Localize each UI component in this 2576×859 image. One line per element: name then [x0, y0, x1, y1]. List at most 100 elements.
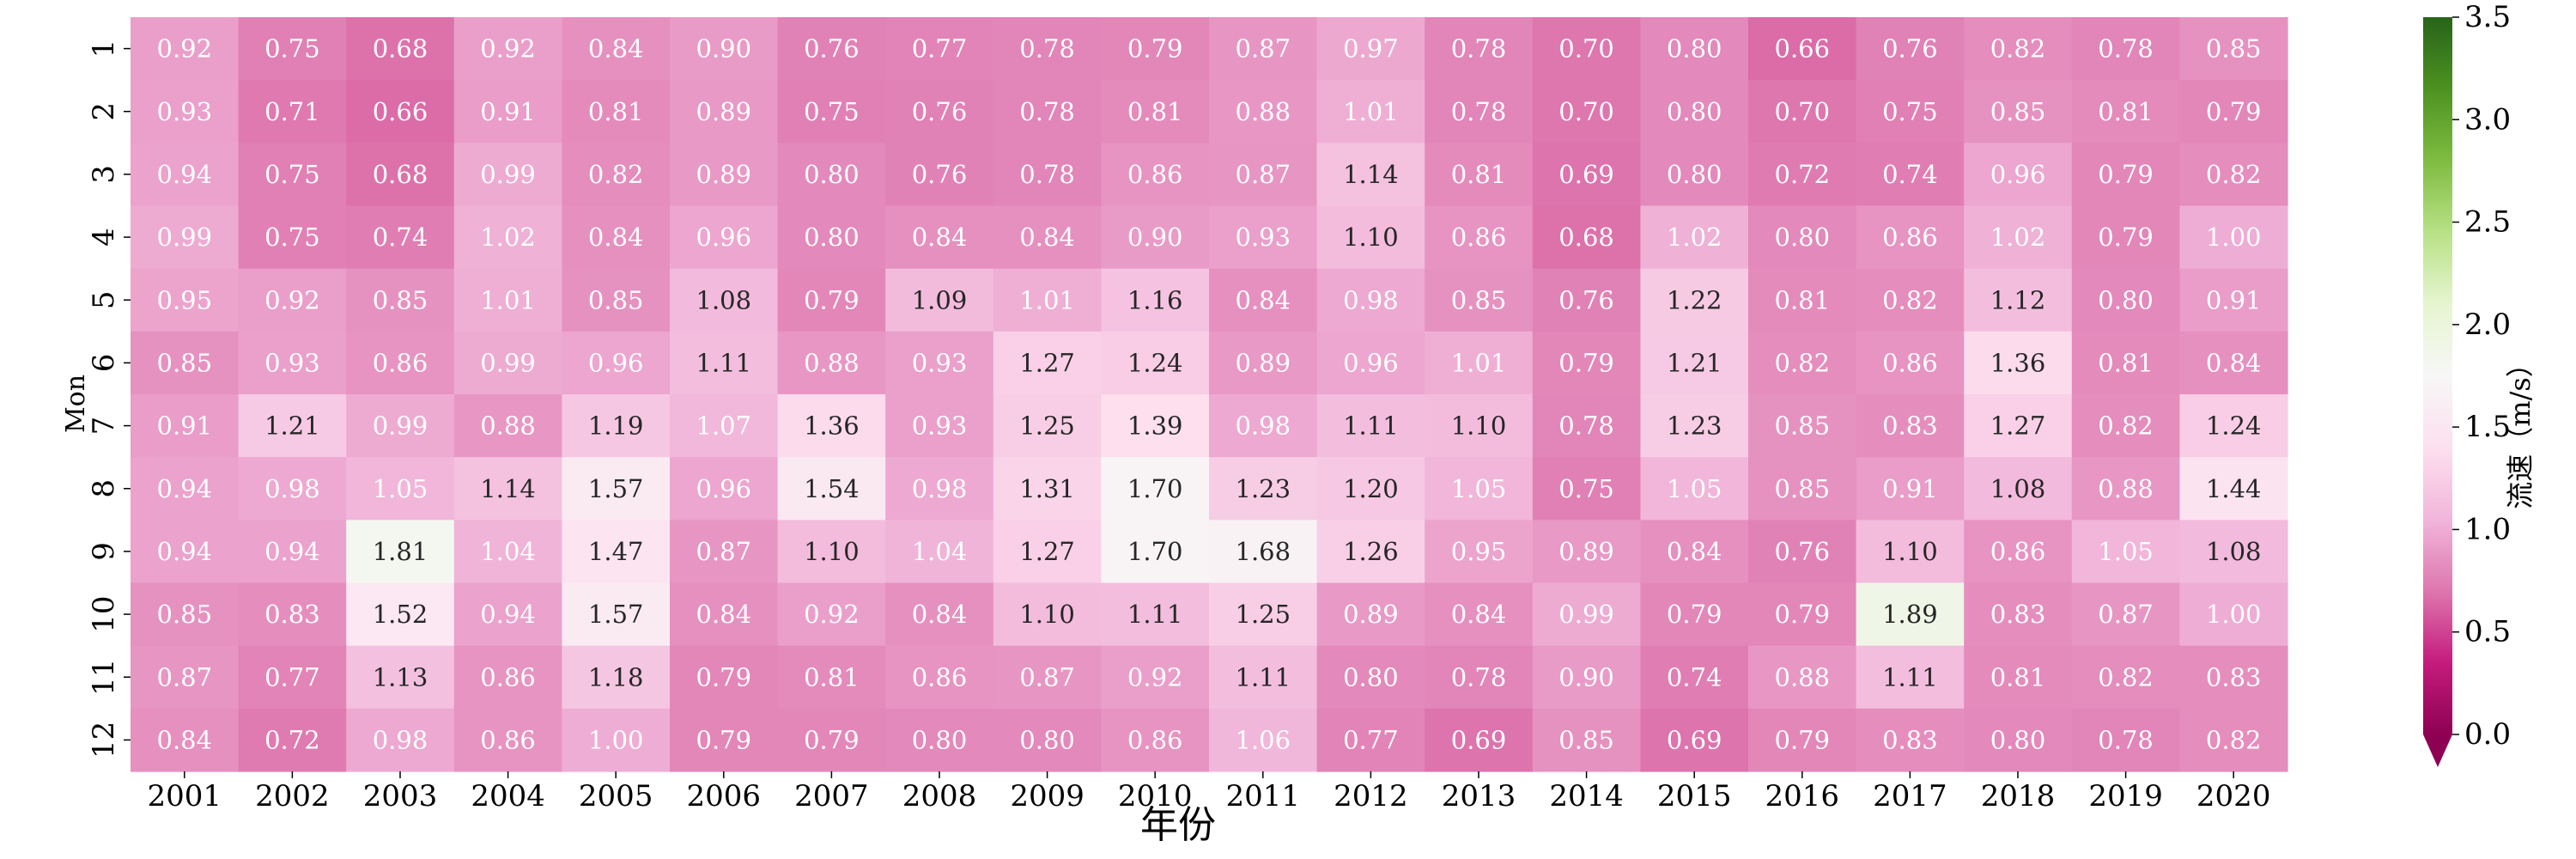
heatmap-cell-value: 0.86	[1882, 222, 1938, 252]
heatmap-cell-value: 1.81	[373, 537, 428, 566]
heatmap-cell	[1209, 143, 1318, 207]
heatmap-cell	[2071, 582, 2180, 647]
heatmap-cell	[1425, 394, 1534, 458]
heatmap-cell-value: 0.85	[1558, 725, 1614, 754]
heatmap-cell-value: 0.78	[1019, 97, 1075, 126]
heatmap-cell-value: 0.86	[1127, 160, 1183, 189]
heatmap-cell	[1748, 331, 1857, 395]
heatmap-cell	[1316, 457, 1425, 521]
colorbar-extend-min	[2423, 734, 2452, 767]
heatmap-cell-value: 0.82	[2098, 662, 2154, 691]
y-tick-label: 5	[87, 290, 121, 309]
heatmap-cell-value: 0.94	[480, 600, 536, 629]
heatmap-cell	[1425, 708, 1534, 772]
colorbar-tick-label: 0.0	[2464, 717, 2511, 752]
heatmap-cell	[2179, 80, 2288, 143]
heatmap-cell-value: 0.93	[912, 411, 968, 441]
heatmap-cell-value: 0.90	[696, 34, 752, 64]
x-tick-label: 2016	[1765, 779, 1840, 813]
y-tick-label: 7	[87, 417, 121, 436]
heatmap-cell-value: 1.00	[2206, 222, 2262, 252]
heatmap-cell-value: 1.06	[1236, 725, 1291, 754]
x-tick-label: 2010	[1118, 779, 1193, 813]
colorbar-tick-label: 1.0	[2464, 512, 2511, 546]
heatmap-cell	[2179, 645, 2288, 710]
heatmap-cell-value: 0.92	[264, 285, 320, 314]
heatmap-cell-value: 0.79	[804, 285, 860, 314]
heatmap-cell	[238, 268, 347, 332]
heatmap-cell-value: 0.85	[157, 600, 213, 629]
heatmap-cell	[2071, 645, 2180, 710]
heatmap-cell	[993, 80, 1102, 143]
heatmap-cell	[2071, 268, 2180, 332]
heatmap-cell-value: 0.86	[1451, 222, 1507, 252]
heatmap-cell-value: 0.75	[804, 97, 860, 126]
heatmap-cell-value: 0.85	[1775, 474, 1831, 503]
heatmap-cell-value: 0.79	[2206, 97, 2262, 126]
heatmap-cell-value: 0.91	[480, 97, 536, 126]
heatmap-cell	[238, 645, 347, 710]
heatmap-cell-value: 0.88	[2098, 474, 2154, 503]
heatmap-cell	[131, 143, 240, 207]
heatmap-cell	[777, 143, 886, 207]
heatmap-cell-value: 0.70	[1775, 97, 1831, 126]
heatmap-cell	[131, 708, 240, 772]
y-tick-label: 3	[87, 165, 121, 184]
heatmap-cell-value: 0.82	[1990, 34, 2046, 64]
heatmap-cell	[453, 394, 562, 458]
heatmap-cell-value: 0.76	[1558, 285, 1614, 314]
heatmap-cell	[562, 143, 671, 207]
heatmap-cell-value: 1.16	[1127, 285, 1183, 314]
heatmap-cell	[1964, 268, 2073, 332]
x-tick-label: 2014	[1549, 779, 1624, 813]
heatmap-cell-value: 0.87	[1236, 34, 1291, 64]
x-axis-label: 年份	[1140, 803, 1216, 847]
heatmap-cell	[1101, 80, 1210, 143]
heatmap-cell-value: 0.78	[1451, 97, 1507, 126]
heatmap-cell	[1640, 331, 1749, 395]
heatmap-cell	[453, 645, 562, 710]
heatmap-cell-value: 0.77	[912, 34, 968, 64]
heatmap-cell-value: 1.26	[1343, 537, 1399, 566]
y-tick-label: 9	[87, 542, 121, 561]
heatmap-cell	[1640, 582, 1749, 647]
heatmap-cell	[1101, 205, 1210, 270]
heatmap-cell	[1101, 17, 1210, 81]
heatmap-cell-value: 0.90	[1558, 662, 1614, 691]
heatmap-cell-value: 0.79	[1127, 34, 1183, 64]
heatmap-cell	[670, 331, 779, 395]
heatmap-cell-value: 1.01	[1451, 348, 1507, 377]
heatmap-cell-value: 0.93	[157, 97, 213, 126]
heatmap-cell	[1964, 331, 2073, 395]
heatmap-cell-value: 0.68	[373, 34, 428, 64]
heatmap-cell-value: 1.10	[1882, 537, 1938, 566]
heatmap-cell-value: 0.80	[1990, 725, 2046, 754]
heatmap-cell-value: 1.02	[1667, 222, 1722, 252]
heatmap-cell-value: 0.84	[1667, 537, 1722, 566]
heatmap-cell-value: 0.96	[696, 474, 752, 503]
heatmap-cell	[1316, 205, 1425, 270]
heatmap-cell	[1532, 457, 1641, 521]
heatmap-cell-value: 0.84	[2206, 348, 2262, 377]
heatmap-cell-value: 0.72	[1775, 160, 1831, 189]
heatmap-cell-value: 0.68	[373, 160, 428, 189]
heatmap-cell	[562, 80, 671, 143]
heatmap-cell	[1856, 80, 1965, 143]
heatmap-cell	[562, 268, 671, 332]
heatmap-cell	[238, 205, 347, 270]
heatmap-cell-value: 0.81	[804, 662, 860, 691]
heatmap-cell	[2071, 17, 2180, 81]
heatmap-cell-value: 0.85	[2206, 34, 2262, 64]
heatmap-cell-value: 0.86	[1127, 725, 1183, 754]
heatmap-cell-value: 0.91	[2206, 285, 2262, 314]
colorbar-tick-label: 2.0	[2464, 308, 2511, 342]
heatmap-cell-value: 0.90	[1127, 222, 1183, 252]
heatmap-cell-value: 0.92	[1127, 662, 1183, 691]
heatmap-cell	[2179, 205, 2288, 270]
heatmap-cell-value: 0.81	[1127, 97, 1183, 126]
heatmap-cell	[993, 331, 1102, 395]
heatmap-cell-value: 1.05	[1451, 474, 1507, 503]
heatmap-cell-value: 0.96	[1343, 348, 1399, 377]
